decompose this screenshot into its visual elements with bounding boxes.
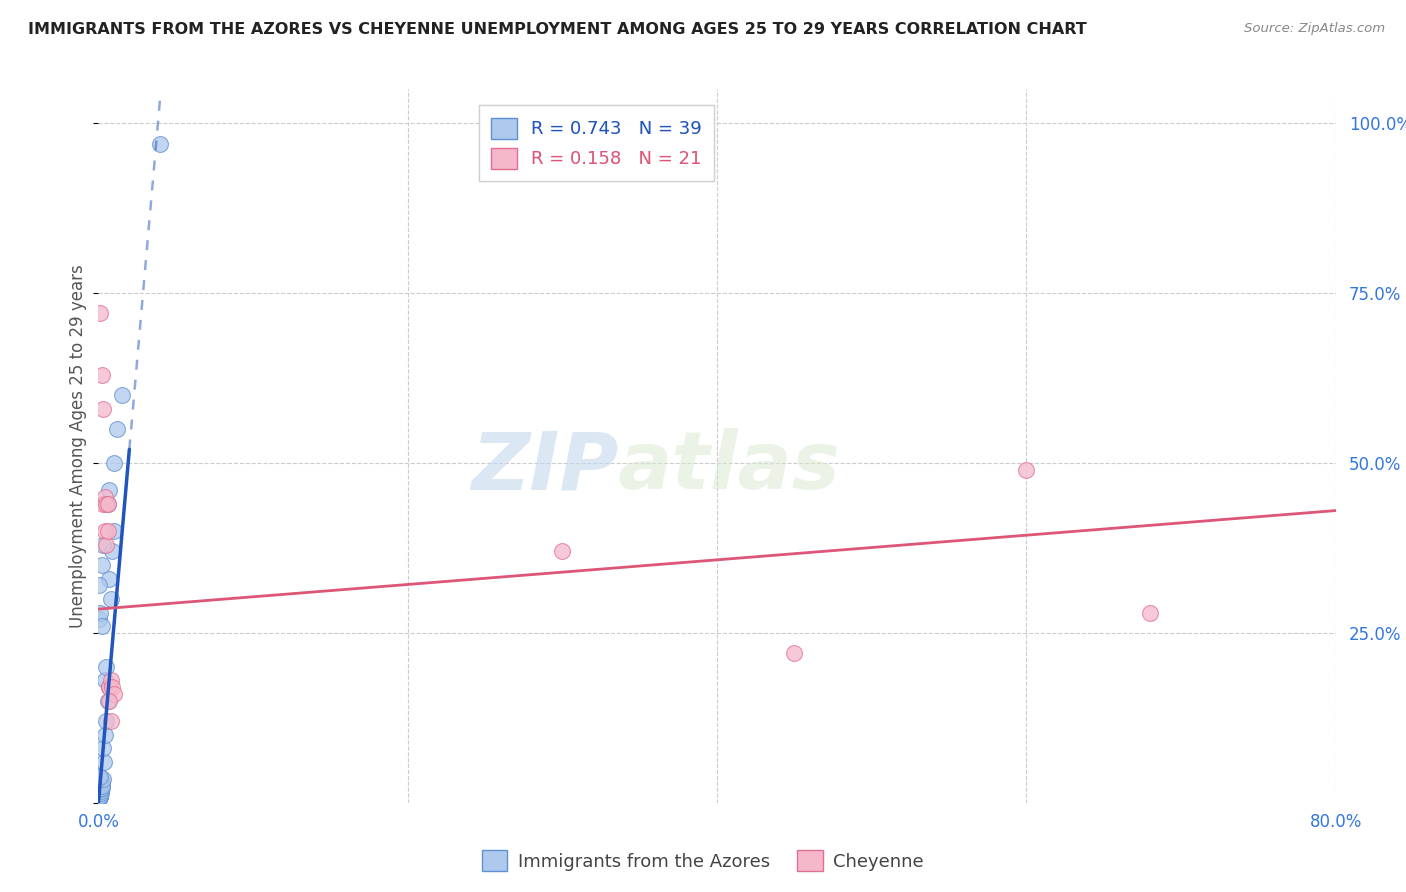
Point: [89, 782, 111, 797]
Point: [89, 790, 111, 805]
Point: [91, 497, 114, 511]
Point: [105, 422, 128, 436]
Point: [101, 680, 124, 694]
Point: [89, 770, 111, 784]
Point: [149, 136, 172, 151]
Point: [103, 456, 125, 470]
Point: [89, 612, 111, 626]
Point: [89, 789, 111, 803]
Point: [100, 591, 122, 606]
Text: Source: ZipAtlas.com: Source: ZipAtlas.com: [1244, 22, 1385, 36]
Point: [97, 497, 120, 511]
Point: [96, 497, 118, 511]
Point: [97, 694, 120, 708]
Point: [100, 714, 122, 729]
Point: [89, 792, 111, 806]
Text: IMMIGRANTS FROM THE AZORES VS CHEYENNE UNEMPLOYMENT AMONG AGES 25 TO 29 YEARS CO: IMMIGRANTS FROM THE AZORES VS CHEYENNE U…: [28, 22, 1087, 37]
Point: [1015, 463, 1038, 477]
Point: [98, 680, 121, 694]
Point: [91, 779, 114, 793]
Point: [98, 694, 121, 708]
Text: atlas: atlas: [619, 428, 841, 507]
Point: [100, 673, 122, 688]
Point: [96, 660, 118, 674]
Point: [89, 788, 111, 802]
Text: ZIP: ZIP: [471, 428, 619, 507]
Point: [98, 572, 121, 586]
Point: [89, 306, 111, 320]
Y-axis label: Unemployment Among Ages 25 to 29 years: Unemployment Among Ages 25 to 29 years: [69, 264, 87, 628]
Point: [97, 524, 120, 538]
Point: [93, 755, 115, 769]
Point: [98, 680, 121, 694]
Point: [101, 544, 124, 558]
Point: [93, 728, 115, 742]
Point: [103, 524, 125, 538]
Point: [551, 544, 574, 558]
Point: [90, 619, 112, 633]
Point: [93, 524, 115, 538]
Point: [90, 780, 112, 795]
Point: [111, 388, 134, 402]
Point: [89, 769, 111, 783]
Point: [91, 401, 114, 416]
Point: [90, 783, 112, 797]
Point: [98, 680, 121, 694]
Point: [90, 368, 112, 382]
Point: [89, 578, 111, 592]
Point: [90, 777, 112, 791]
Point: [96, 714, 118, 729]
Point: [89, 779, 111, 793]
Point: [90, 775, 112, 789]
Point: [89, 606, 111, 620]
Point: [103, 687, 125, 701]
Point: [91, 772, 114, 786]
Point: [98, 483, 121, 498]
Point: [90, 786, 112, 800]
Point: [96, 537, 118, 551]
Point: [91, 537, 114, 551]
Point: [91, 741, 114, 756]
Point: [1139, 606, 1161, 620]
Point: [90, 558, 112, 572]
Legend: Immigrants from the Azores, Cheyenne: Immigrants from the Azores, Cheyenne: [475, 843, 931, 879]
Legend: R = 0.743   N = 39, R = 0.158   N = 21: R = 0.743 N = 39, R = 0.158 N = 21: [478, 105, 714, 181]
Point: [93, 490, 115, 504]
Point: [93, 673, 115, 688]
Point: [97, 497, 120, 511]
Point: [783, 646, 806, 660]
